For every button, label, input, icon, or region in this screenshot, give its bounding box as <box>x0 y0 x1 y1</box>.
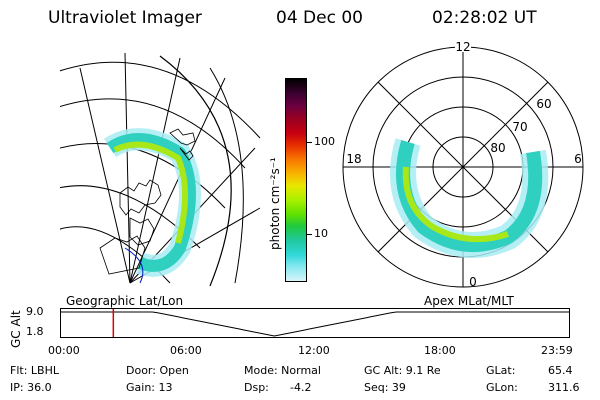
timeline-xtick-1200: 12:00 <box>298 344 330 357</box>
timeline-y-axis-label: GC Alt <box>9 310 23 348</box>
gc-alt-status: GC Alt: 9.1 Re <box>364 364 441 377</box>
orbit-track-line <box>124 247 144 284</box>
timeline-xtick-2359: 23:59 <box>541 344 573 357</box>
time-label: 02:28:02 UT <box>432 8 537 28</box>
filter-status: Flt: LBHL <box>10 364 59 377</box>
mlt-label-12: 12 <box>455 42 470 54</box>
mlt-label-0: 0 <box>469 275 477 289</box>
polar-aurora-oval <box>390 138 549 258</box>
mlat-label-80: 80 <box>490 141 505 155</box>
gain-status: Gain: 13 <box>126 381 173 394</box>
ip-status: IP: 36.0 <box>10 381 52 394</box>
mlt-label-18: 18 <box>346 152 361 166</box>
glon-value: 311.6 <box>548 381 580 394</box>
geographic-map <box>60 52 261 287</box>
seq-status: Seq: 39 <box>364 381 406 394</box>
dsp-value: -4.2 <box>290 381 312 394</box>
colorbar-tick-100 <box>306 142 312 143</box>
colorbar-unit-label: photon cm⁻²s⁻¹ <box>268 157 282 250</box>
coastline-lines <box>99 128 196 275</box>
timeline-xtick-0600: 06:00 <box>170 344 202 357</box>
mlat-label-70: 70 <box>512 120 527 134</box>
mlat-label-60: 60 <box>536 97 551 111</box>
timeline-xtick-1800: 18:00 <box>424 344 456 357</box>
colorbar <box>285 78 307 282</box>
timeline-xtick-0000: 00:00 <box>48 344 80 357</box>
mode-status: Mode: Normal <box>244 364 321 377</box>
dsp-label: Dsp: <box>244 381 269 394</box>
colorbar-label-10: 10 <box>314 227 328 240</box>
date-label: 04 Dec 00 <box>276 8 363 28</box>
glon-label: GLon: <box>486 381 518 394</box>
timeline-ytick-9: 9.0 <box>26 305 44 318</box>
mlt-label-6: 6 <box>574 152 582 166</box>
polar-mlat-mlt-plot: 12 18 6 0 60 70 80 <box>342 42 584 289</box>
glat-value: 65.4 <box>548 364 573 377</box>
gc-altitude-timeline <box>60 308 570 338</box>
instrument-title: Ultraviolet Imager <box>48 8 202 28</box>
geo-panel-label: Geographic Lat/Lon <box>66 294 184 308</box>
door-status: Door: Open <box>126 364 189 377</box>
glat-label: GLat: <box>486 364 516 377</box>
geo-aurora-oval <box>103 128 201 277</box>
colorbar-label-100: 100 <box>314 135 335 148</box>
polar-panel-label: Apex MLat/MLT <box>424 294 514 308</box>
timeline-ytick-1-8: 1.8 <box>26 325 44 338</box>
colorbar-tick-10 <box>306 234 312 235</box>
